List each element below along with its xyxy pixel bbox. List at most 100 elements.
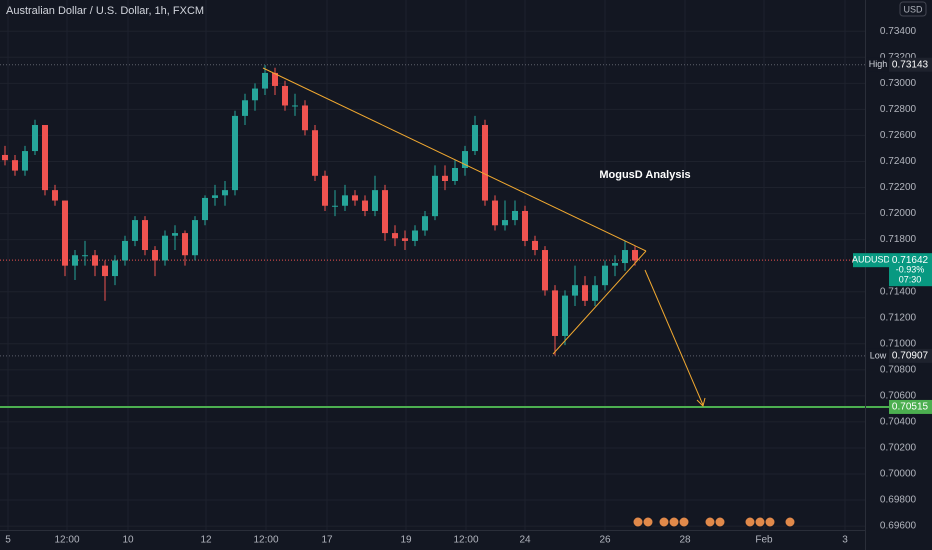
candle-body xyxy=(402,238,408,241)
symbol-label: AUDUSD xyxy=(852,255,891,265)
chart-title: Australian Dollar / U.S. Dollar, 1h, FXC… xyxy=(6,5,204,17)
y-tick-label: 0.73400 xyxy=(880,26,917,37)
candle-body xyxy=(372,190,378,211)
event-icon xyxy=(754,516,766,528)
candle-body xyxy=(612,263,618,266)
candle-body xyxy=(452,167,458,182)
candle-body xyxy=(442,175,448,182)
price-badge-label: 0.73143 xyxy=(892,59,929,70)
candle-body xyxy=(542,250,548,291)
level-name: High xyxy=(869,59,888,69)
event-icons xyxy=(632,516,796,528)
candle-body xyxy=(52,190,58,201)
candle-body xyxy=(62,200,68,266)
event-icon xyxy=(668,516,680,528)
event-icon xyxy=(704,516,716,528)
candle-body xyxy=(12,160,18,171)
level-name-badge xyxy=(866,348,889,363)
y-tick-label: 0.72400 xyxy=(880,156,917,167)
candles xyxy=(2,65,638,356)
event-icon xyxy=(784,516,796,528)
drawings xyxy=(262,67,706,407)
x-tick-label: 3 xyxy=(842,535,848,546)
event-icon xyxy=(678,516,690,528)
candle-body xyxy=(232,115,238,191)
price-badge xyxy=(889,57,932,72)
y-tick-label: 0.72600 xyxy=(880,130,917,141)
candle-body xyxy=(412,230,418,241)
candle-body xyxy=(32,125,38,152)
candle-body xyxy=(382,190,388,234)
candle-body xyxy=(172,233,178,236)
currency: USD xyxy=(903,4,923,14)
event-icon xyxy=(714,516,726,528)
price-badge xyxy=(889,348,932,363)
price-badge-label: 0.70907 xyxy=(892,351,929,362)
candle-body xyxy=(292,105,298,107)
candle-body xyxy=(22,151,28,171)
candle-body xyxy=(182,233,188,256)
candle-body xyxy=(242,100,248,116)
candle-body xyxy=(2,154,8,161)
candle-body xyxy=(462,151,468,168)
y-tick-label: 0.70600 xyxy=(880,391,917,402)
candle-body xyxy=(142,220,148,251)
candle-body xyxy=(552,290,558,336)
candle-body xyxy=(202,197,208,221)
candle-body xyxy=(592,285,598,301)
candle-body xyxy=(112,260,118,277)
x-tick-label: 28 xyxy=(679,535,691,546)
candle-body xyxy=(322,175,328,206)
level-name-badge xyxy=(866,57,889,72)
candle-body xyxy=(392,233,398,239)
y-tick-label: 0.71400 xyxy=(880,286,917,297)
candle-body xyxy=(122,240,128,261)
y-tick-label: 0.69800 xyxy=(880,495,917,506)
candle-body xyxy=(532,240,538,251)
y-tick-label: 0.72000 xyxy=(880,208,917,219)
candle-body xyxy=(302,105,308,131)
candle-body xyxy=(362,200,368,211)
arrow-head xyxy=(696,397,706,407)
candle-body xyxy=(562,295,568,336)
candle-body xyxy=(42,125,48,191)
candle-body xyxy=(422,216,428,231)
y-tick-label: 0.70200 xyxy=(880,443,917,454)
candle-body xyxy=(162,235,168,261)
candle-body xyxy=(622,250,628,264)
event-icon xyxy=(744,516,756,528)
x-tick-label: 12:00 xyxy=(54,535,79,546)
countdown: 07:30 xyxy=(899,275,922,285)
candle-body xyxy=(92,255,98,266)
candle-body xyxy=(582,285,588,301)
y-tick-label: 0.71800 xyxy=(880,234,917,245)
candle-body xyxy=(282,85,288,106)
x-tick-label: 5 xyxy=(5,535,11,546)
y-tick-label: 0.70800 xyxy=(880,364,917,375)
candle-body xyxy=(332,205,338,207)
candle-body xyxy=(212,195,218,198)
candle-body xyxy=(632,250,638,261)
candle-body xyxy=(352,195,358,201)
candle-body xyxy=(492,200,498,226)
candle-body xyxy=(512,210,518,221)
y-tick-label: 0.71000 xyxy=(880,338,917,349)
candle-body xyxy=(102,265,108,277)
currency-badge[interactable] xyxy=(899,1,927,17)
price-badge xyxy=(889,399,932,414)
candle-body xyxy=(522,210,528,241)
trend-line xyxy=(552,250,647,355)
x-tick-label: 19 xyxy=(400,535,412,546)
candle-body xyxy=(192,220,198,256)
price-badge-label: 0.70515 xyxy=(892,402,929,413)
event-icon xyxy=(632,516,644,528)
x-tick-label: 24 xyxy=(519,535,531,546)
level-name: Low xyxy=(870,350,887,360)
event-icon xyxy=(764,516,776,528)
x-tick-label: 26 xyxy=(599,535,611,546)
x-tick-label: 12:00 xyxy=(253,535,278,546)
x-tick-label: 10 xyxy=(122,535,134,546)
candle-body xyxy=(222,190,228,196)
last-change: -0.93% xyxy=(896,265,925,275)
